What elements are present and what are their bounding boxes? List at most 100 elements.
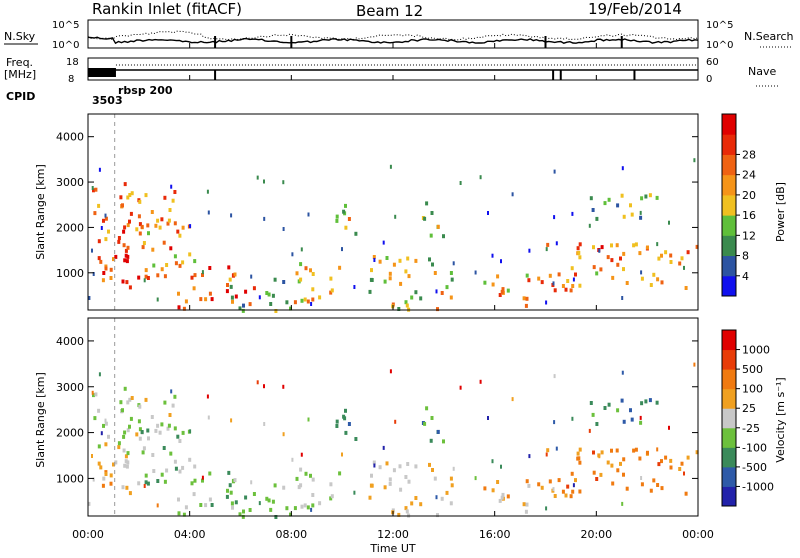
echo-cell [311, 493, 315, 497]
echo-cell [123, 225, 127, 230]
power-yticks: 1000 2000 3000 4000 [56, 131, 698, 280]
echo-cell [555, 446, 558, 451]
echo-cell [545, 506, 548, 511]
echo-cell [430, 416, 434, 420]
echo-cell [347, 217, 351, 221]
echo-cell [299, 483, 303, 488]
echo-cell [684, 286, 688, 290]
echo-cell [430, 211, 434, 215]
echo-cell [600, 245, 604, 250]
power-ylabel: Slant Range [km] [34, 164, 47, 260]
echo-cell [571, 211, 574, 216]
echo-cell [449, 271, 453, 275]
echo-cell [342, 209, 346, 214]
echo-cell [591, 412, 595, 417]
colorbar-tick-label: -100 [742, 441, 767, 454]
echo-cell [173, 459, 177, 464]
echo-cell [158, 430, 162, 435]
echo-cell [263, 179, 265, 184]
echo-cell [201, 273, 204, 277]
echo-cell [353, 285, 356, 289]
echo-cell [576, 451, 580, 456]
echo-cell [285, 506, 289, 511]
echo-cell [130, 396, 134, 400]
echo-cell [101, 278, 105, 283]
echo-cell [282, 180, 285, 185]
echo-cell [165, 263, 169, 267]
echo-cell [616, 408, 620, 413]
echo-cell [129, 211, 133, 216]
echo-cell [545, 300, 548, 305]
echo-cell [142, 446, 146, 451]
echo-cell [555, 241, 558, 246]
time-tick-label: 12:00 [377, 528, 409, 541]
echo-cell [295, 271, 299, 276]
echo-cell [128, 285, 132, 290]
echo-cell [98, 167, 101, 172]
echo-cell [657, 462, 661, 467]
colorbar-tick-label: 16 [742, 209, 756, 222]
echo-cell [406, 462, 410, 466]
colorbar-swatch [722, 369, 736, 390]
echo-cell [122, 434, 126, 439]
echo-cell [695, 450, 699, 455]
echo-cell [656, 277, 660, 282]
echo-cell [168, 208, 172, 212]
colorbar-tick-label: -1000 [742, 480, 774, 493]
echo-cell [425, 406, 429, 411]
echo-cell [511, 192, 514, 197]
echo-cell [548, 273, 552, 278]
echo-cell [610, 258, 614, 263]
echo-cell [500, 289, 504, 294]
echo-cell [431, 468, 434, 472]
echo-cell [265, 496, 269, 501]
echo-cell [639, 215, 643, 220]
echo-cell [442, 234, 445, 239]
echo-cell [199, 297, 203, 302]
echo-cell [572, 483, 575, 488]
echo-cell [181, 260, 185, 265]
velocity-yticks: 1000 2000 3000 4000 [56, 335, 698, 485]
colorbar-swatch [722, 194, 736, 216]
echo-cell [686, 250, 690, 255]
noise-right-bottom-tick: 10^0 [706, 40, 733, 51]
echo-cell [528, 248, 531, 253]
echo-cell [370, 473, 373, 478]
echo-cell [193, 273, 197, 278]
echo-cell [553, 494, 557, 498]
echo-cell [300, 452, 303, 457]
echo-cell [282, 384, 285, 389]
echo-cell [330, 494, 334, 499]
echo-cell [553, 420, 556, 425]
echo-cell [117, 239, 121, 244]
echo-cell [310, 302, 313, 306]
echo-cell [181, 225, 185, 230]
echo-cell [341, 452, 343, 457]
velocity-colorbar-label: Velocity [m s⁻¹] [774, 377, 787, 462]
colorbar-frame [721, 329, 737, 507]
echo-cell [238, 306, 242, 311]
echo-cell [176, 229, 180, 234]
noise-right-top-tick: 10^5 [706, 20, 733, 31]
echo-cell [102, 423, 105, 428]
power-panel: Slant Range [km] 1000 2000 3000 4000 4 8 12 16… [34, 113, 787, 313]
frequency-dense-block [88, 68, 116, 77]
echo-cell [398, 258, 402, 263]
echo-cell [154, 223, 158, 228]
echo-cell [285, 300, 289, 305]
echo-cell [606, 460, 610, 465]
time-tick-label: 16:00 [479, 528, 511, 541]
echo-cell [121, 485, 125, 490]
echo-cell [591, 208, 595, 212]
echo-cell [506, 288, 510, 293]
time-tick-label: 00:00 [682, 528, 714, 541]
echo-cell [385, 461, 389, 466]
echo-cell [524, 303, 528, 308]
echo-cell [163, 195, 167, 200]
echo-cell [616, 262, 620, 267]
echo-cell [242, 303, 245, 308]
echo-cell [620, 398, 624, 403]
echo-cell [167, 218, 171, 223]
noise-left-bottom-tick: 10^0 [52, 40, 79, 51]
colorbar-tick-label: 28 [742, 148, 756, 161]
